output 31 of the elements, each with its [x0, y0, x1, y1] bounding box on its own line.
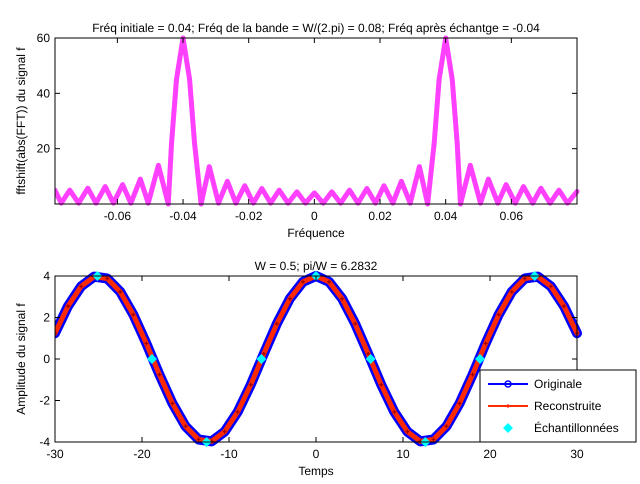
y-tick-label: 20: [36, 142, 50, 156]
x-axis-title: Fréquence: [287, 226, 346, 240]
x-tick-label: 10: [396, 447, 410, 461]
legend-label: Échantillonnées: [534, 421, 619, 435]
x-tick-label: -10: [220, 447, 238, 461]
chart-title: Fréq initiale = 0.04; Fréq de la bande = W/(2.pi) = 0.08; Fréq après échantge = -0.04: [92, 21, 540, 35]
x-tick-label: 30: [570, 447, 584, 461]
y-tick-label: 4: [43, 269, 50, 283]
y-axis-title: fftshift(abs(FFT)) du signal f: [14, 46, 28, 195]
x-tick-label: -20: [133, 447, 151, 461]
y-tick-label: -4: [39, 435, 50, 449]
x-tick-label: 20: [483, 447, 497, 461]
chart-title: W = 0.5; pi/W = 6.2832: [254, 259, 378, 273]
legend-label: Originale: [534, 377, 582, 391]
x-tick-label: 0.04: [434, 209, 458, 223]
y-axis-title: Amplitude du signal f: [14, 302, 28, 415]
x-axis-title: Temps: [298, 464, 334, 478]
x-tick-label: 0: [311, 209, 318, 223]
x-tick-label: 0.02: [368, 209, 392, 223]
x-tick-label: -0.02: [235, 209, 263, 223]
y-tick-label: 40: [36, 86, 50, 100]
y-tick-label: 0: [43, 352, 50, 366]
x-tick-label: -30: [46, 447, 64, 461]
legend-label: Reconstruite: [534, 399, 602, 413]
y-tick-label: 60: [36, 31, 50, 45]
x-tick-label: 0.06: [500, 209, 524, 223]
y-tick-label: -2: [39, 394, 50, 408]
x-tick-label: 0: [312, 447, 320, 461]
y-tick-label: 2: [43, 310, 50, 324]
x-tick-label: -0.04: [169, 209, 198, 223]
x-tick-label: -0.06: [104, 209, 132, 223]
